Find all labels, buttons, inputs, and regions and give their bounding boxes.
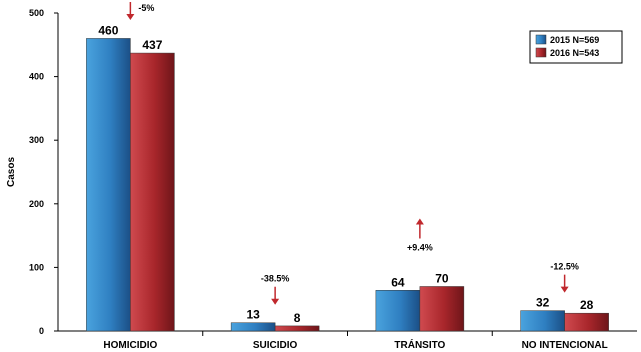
y-tick-label: 0 (39, 326, 44, 336)
bars (86, 38, 609, 332)
bar-first-series (230, 322, 276, 332)
down-arrow-icon (126, 14, 135, 20)
legend-swatch (535, 47, 547, 58)
y-tick-label: 200 (29, 199, 44, 209)
category-label: TRÁNSITO (394, 338, 445, 351)
legend-label: 2015 N=569 (550, 35, 599, 45)
down-arrow-icon (271, 298, 280, 305)
legend-label: 2016 N=543 (550, 48, 599, 58)
bar-value-label: 437 (142, 38, 162, 52)
up-arrow-icon (415, 218, 424, 225)
bar-value-label: 32 (536, 296, 550, 310)
bar-value-label: 460 (98, 23, 118, 37)
bar-first-series (375, 290, 421, 332)
bar-second-series (274, 325, 320, 332)
bar-value-label: 8 (294, 311, 301, 325)
bar-second-series (130, 52, 175, 332)
bar-value-label: 28 (580, 298, 594, 312)
change-annotations: -5% -38.5% +9.4% -12.5% (126, 2, 579, 305)
y-tick-label: 500 (29, 8, 44, 18)
bar-first-series (86, 38, 131, 332)
change-label: +9.4% (407, 242, 433, 252)
y-tick-label: 400 (29, 72, 44, 82)
change-label: -12.5% (550, 262, 579, 272)
y-axis: 0 100 200 300 400 500 (29, 8, 59, 336)
y-tick-label: 300 (29, 135, 44, 145)
x-axis: HOMICIDIO SUICIDIO TRÁNSITO NO INTENCIONAL (58, 330, 637, 351)
category-label: SUICIDIO (253, 340, 298, 351)
y-tick-label: 100 (29, 262, 44, 272)
bar-first-series (520, 310, 565, 332)
bar-value-label: 64 (391, 275, 405, 289)
value-labels: 460 437 13 8 64 70 32 28 (98, 23, 593, 324)
y-axis-title: Casos (6, 157, 17, 187)
category-label: HOMICIDIO (103, 340, 157, 351)
bar-second-series (564, 312, 609, 332)
bar-value-label: 13 (246, 308, 260, 322)
category-label: NO INTENCIONAL (522, 340, 608, 351)
change-label: -38.5% (261, 274, 290, 284)
legend: 2015 N=569 2016 N=543 (529, 30, 623, 64)
legend-swatch (535, 34, 547, 45)
bar-second-series (419, 286, 465, 332)
bar-value-label: 70 (435, 271, 449, 285)
change-label: -5% (138, 3, 154, 13)
down-arrow-icon (560, 286, 569, 293)
